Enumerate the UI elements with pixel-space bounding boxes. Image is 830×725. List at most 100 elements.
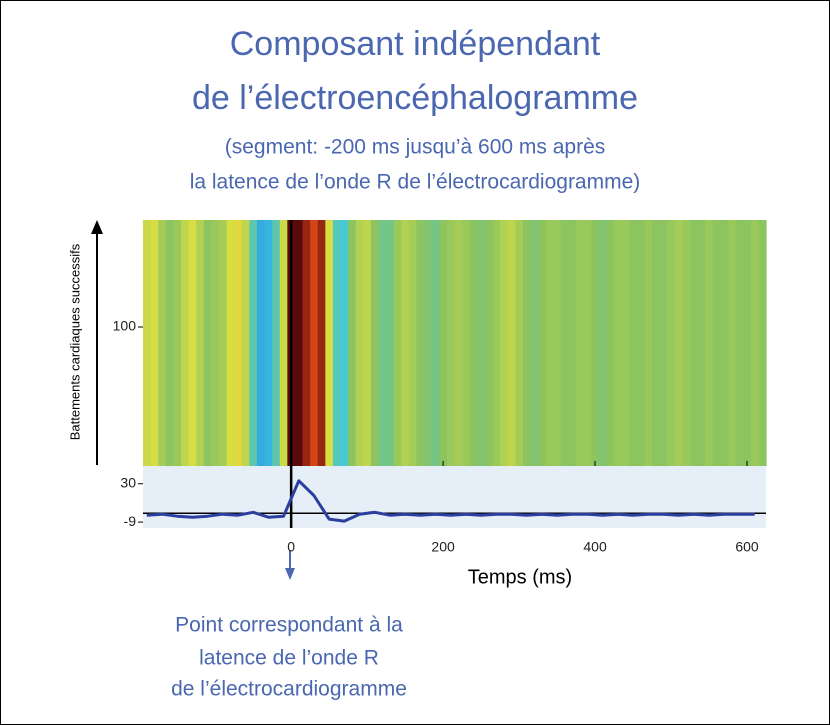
heatmap-cell (545, 220, 554, 466)
heatmap-cell (256, 220, 266, 466)
heatmap-cell (188, 220, 197, 466)
heatmap-cell (553, 220, 562, 466)
heatmap-cell (659, 220, 668, 466)
heatmap-cell (226, 220, 235, 466)
heatmap-cell (644, 220, 653, 466)
heatmap-cell (431, 220, 440, 466)
heatmap-cell (165, 220, 174, 466)
heatmap-cell (241, 220, 250, 466)
heatmap-cell (598, 220, 608, 466)
heatmap-cell (538, 220, 547, 466)
heatmap-cell (690, 220, 699, 466)
heatmap-cell (614, 220, 623, 466)
heatmap-cell (158, 220, 167, 466)
heatmap-cell (606, 220, 615, 466)
heatmap-cell (462, 220, 471, 466)
heatmap-cell (332, 220, 342, 466)
heatmap-cell (560, 220, 570, 466)
y-axis-label: Battements cardiaques successifs (67, 243, 82, 440)
heatmap-cell (203, 220, 212, 466)
heatmap-cell (279, 220, 288, 466)
x-tick-label: 200 (431, 539, 455, 555)
heatmap-cell (636, 220, 646, 466)
heatmap-cell (750, 220, 760, 466)
heatmap-cell (758, 220, 767, 466)
heatmap-cell (743, 220, 752, 466)
heatmap-cell (173, 220, 182, 466)
title: de l’électroencéphalogramme (192, 79, 638, 117)
heatmap-cell (386, 220, 395, 466)
y-tick-label: 30 (120, 474, 136, 490)
heatmap-cell (667, 220, 676, 466)
heatmap-cell (576, 220, 585, 466)
heatmap-cell (484, 220, 494, 466)
plot-background (143, 466, 766, 528)
heatmap-cell (355, 220, 364, 466)
heatmap-cell (621, 220, 630, 466)
heatmap-cell (735, 220, 744, 466)
heatmap-cell (515, 220, 524, 466)
heatmap-cell (705, 220, 714, 466)
heatmap-cell (310, 220, 319, 466)
subtitle: la latence de l’onde R de l’électrocardi… (190, 171, 641, 194)
heatmap-cell (302, 220, 311, 466)
heatmap-cell (424, 220, 433, 466)
pointer-arrowhead (285, 568, 295, 580)
y-tick-label: 100 (113, 318, 137, 334)
heatmap-cell (454, 220, 463, 466)
heatmap-cell (674, 220, 684, 466)
annotation: de l’électrocardiogramme (171, 678, 407, 701)
heatmap-cell (143, 220, 152, 466)
heatmap-cell (317, 220, 326, 466)
heatmap-cell (629, 220, 638, 466)
heatmap-cell (325, 220, 334, 466)
heatmap-cell (196, 220, 205, 466)
y-tick-label: -9 (124, 513, 137, 529)
heatmap-cell (591, 220, 600, 466)
heatmap-cell (180, 220, 190, 466)
heatmap-cell (234, 220, 243, 466)
heatmap-cell (370, 220, 380, 466)
heatmap-cell (530, 220, 539, 466)
heatmap-cell (150, 220, 159, 466)
annotation: latence de l’onde R (199, 647, 379, 670)
title: Composant indépendant (230, 25, 601, 63)
x-tick-label: 0 (287, 539, 295, 555)
heatmap-cell (583, 220, 592, 466)
heatmap-cell (272, 220, 281, 466)
heatmap-cell (416, 220, 425, 466)
heatmap-cell (218, 220, 228, 466)
heatmap-cell (363, 220, 372, 466)
heatmap-cell (720, 220, 729, 466)
x-tick-label: 600 (735, 539, 759, 555)
x-axis-label: Temps (ms) (468, 566, 572, 588)
y-arrowhead (91, 220, 103, 234)
heatmap-cell (378, 220, 387, 466)
heatmap-cell (522, 220, 532, 466)
heatmap-cell (393, 220, 402, 466)
waveform (146, 479, 755, 523)
heatmap-cell (249, 220, 258, 466)
heatmap-cell (500, 220, 509, 466)
annotation: Point correspondant à la (175, 614, 403, 637)
heatmap-cell (712, 220, 722, 466)
heatmap-cell (340, 220, 349, 466)
heatmap-cell (507, 220, 516, 466)
heatmap-cell (408, 220, 418, 466)
subtitle: (segment: -200 ms jusqu’à 600 ms après (225, 136, 606, 159)
heatmap-cell (652, 220, 661, 466)
heatmap-cell (492, 220, 501, 466)
heatmap-cell (294, 220, 304, 466)
heatmap-cell (568, 220, 577, 466)
x-tick-label: 400 (583, 539, 607, 555)
heatmap-cell (697, 220, 706, 466)
heatmap-cell (348, 220, 357, 466)
heatmap-cell (401, 220, 410, 466)
heatmap-cell (477, 220, 486, 466)
heatmap-cell (682, 220, 691, 466)
heatmap-cell (446, 220, 456, 466)
heatmap-cell (211, 220, 220, 466)
heatmap-cell (469, 220, 478, 466)
heatmap-cell (264, 220, 273, 466)
